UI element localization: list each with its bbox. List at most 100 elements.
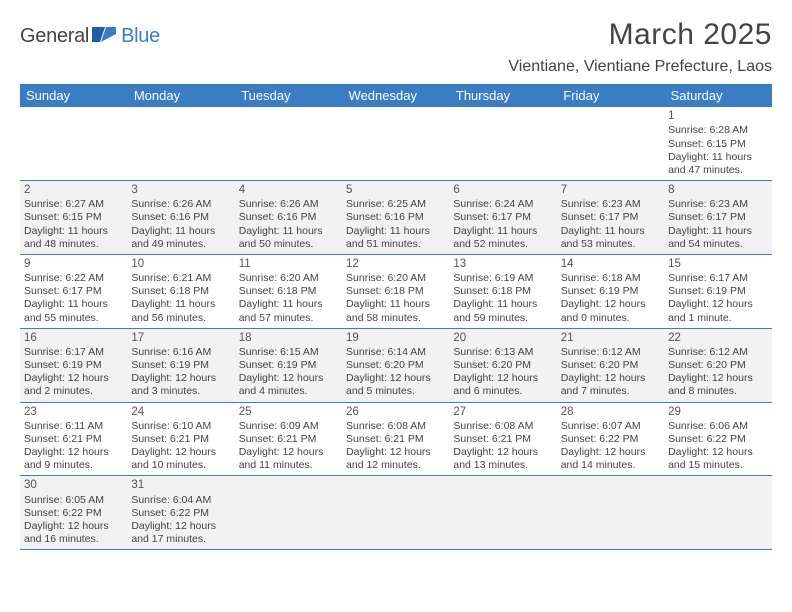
day-detail-line: Sunset: 6:19 PM (561, 285, 660, 298)
day-detail-line: Sunset: 6:18 PM (131, 285, 230, 298)
calendar-day-cell: 29Sunrise: 6:06 AMSunset: 6:22 PMDayligh… (664, 402, 771, 476)
day-detail-line: Sunset: 6:19 PM (239, 359, 338, 372)
day-detail-line: Sunset: 6:22 PM (131, 507, 230, 520)
day-number: 29 (668, 405, 767, 419)
calendar-day-cell: 3Sunrise: 6:26 AMSunset: 6:16 PMDaylight… (127, 180, 234, 254)
calendar-day-cell: 6Sunrise: 6:24 AMSunset: 6:17 PMDaylight… (449, 180, 556, 254)
day-detail-line: Daylight: 12 hours (561, 446, 660, 459)
day-detail-line: and 52 minutes. (453, 238, 552, 251)
calendar-day-cell (127, 107, 234, 180)
day-detail-line: and 12 minutes. (346, 459, 445, 472)
day-detail-line: Sunset: 6:20 PM (561, 359, 660, 372)
day-detail-line: and 9 minutes. (24, 459, 123, 472)
day-detail-line: Sunset: 6:16 PM (131, 211, 230, 224)
day-header: Friday (557, 84, 664, 107)
day-detail-line: Sunrise: 6:23 AM (561, 198, 660, 211)
calendar-week-row: 30Sunrise: 6:05 AMSunset: 6:22 PMDayligh… (20, 476, 772, 550)
day-detail-line: Daylight: 11 hours (668, 225, 767, 238)
day-detail-line: Daylight: 11 hours (346, 298, 445, 311)
day-detail-line: Daylight: 12 hours (239, 446, 338, 459)
calendar-day-cell: 13Sunrise: 6:19 AMSunset: 6:18 PMDayligh… (449, 254, 556, 328)
day-detail-line: Sunrise: 6:17 AM (668, 272, 767, 285)
calendar-week-row: 9Sunrise: 6:22 AMSunset: 6:17 PMDaylight… (20, 254, 772, 328)
day-number: 21 (561, 331, 660, 345)
day-header-row: Sunday Monday Tuesday Wednesday Thursday… (20, 84, 772, 107)
day-detail-line: and 16 minutes. (24, 533, 123, 546)
day-number: 14 (561, 257, 660, 271)
calendar-day-cell: 16Sunrise: 6:17 AMSunset: 6:19 PMDayligh… (20, 328, 127, 402)
day-detail-line: Daylight: 12 hours (239, 372, 338, 385)
calendar-day-cell: 28Sunrise: 6:07 AMSunset: 6:22 PMDayligh… (557, 402, 664, 476)
day-number: 20 (453, 331, 552, 345)
day-detail-line: Sunrise: 6:05 AM (24, 494, 123, 507)
day-detail-line: Daylight: 11 hours (131, 298, 230, 311)
title-block: March 2025 Vientiane, Vientiane Prefectu… (508, 18, 772, 76)
day-detail-line: Sunrise: 6:25 AM (346, 198, 445, 211)
day-detail-line: and 5 minutes. (346, 385, 445, 398)
day-detail-line: and 50 minutes. (239, 238, 338, 251)
day-detail-line: Sunset: 6:20 PM (453, 359, 552, 372)
day-detail-line: Daylight: 11 hours (453, 225, 552, 238)
day-detail-line: Daylight: 12 hours (131, 372, 230, 385)
day-detail-line: and 1 minute. (668, 312, 767, 325)
calendar-day-cell: 25Sunrise: 6:09 AMSunset: 6:21 PMDayligh… (235, 402, 342, 476)
day-detail-line: Daylight: 12 hours (561, 372, 660, 385)
day-header: Saturday (664, 84, 771, 107)
day-detail-line: and 2 minutes. (24, 385, 123, 398)
day-number: 2 (24, 183, 123, 197)
day-detail-line: Daylight: 11 hours (453, 298, 552, 311)
calendar-day-cell (342, 107, 449, 180)
day-detail-line: Daylight: 11 hours (561, 225, 660, 238)
day-detail-line: Sunrise: 6:19 AM (453, 272, 552, 285)
day-detail-line: and 59 minutes. (453, 312, 552, 325)
day-detail-line: Sunset: 6:19 PM (668, 285, 767, 298)
day-detail-line: and 47 minutes. (668, 164, 767, 177)
calendar-day-cell (235, 107, 342, 180)
day-detail-line: Sunrise: 6:04 AM (131, 494, 230, 507)
calendar-day-cell: 9Sunrise: 6:22 AMSunset: 6:17 PMDaylight… (20, 254, 127, 328)
calendar-day-cell: 23Sunrise: 6:11 AMSunset: 6:21 PMDayligh… (20, 402, 127, 476)
day-detail-line: and 58 minutes. (346, 312, 445, 325)
day-detail-line: Daylight: 11 hours (239, 225, 338, 238)
day-detail-line: Sunrise: 6:12 AM (668, 346, 767, 359)
day-detail-line: Daylight: 11 hours (239, 298, 338, 311)
day-number: 27 (453, 405, 552, 419)
calendar-day-cell (449, 107, 556, 180)
day-detail-line: and 4 minutes. (239, 385, 338, 398)
day-detail-line: and 48 minutes. (24, 238, 123, 251)
day-detail-line: and 53 minutes. (561, 238, 660, 251)
day-detail-line: Daylight: 12 hours (131, 520, 230, 533)
day-detail-line: Daylight: 12 hours (24, 446, 123, 459)
day-detail-line: Sunrise: 6:23 AM (668, 198, 767, 211)
day-detail-line: and 57 minutes. (239, 312, 338, 325)
day-number: 13 (453, 257, 552, 271)
day-detail-line: Sunrise: 6:13 AM (453, 346, 552, 359)
day-detail-line: Sunrise: 6:08 AM (453, 420, 552, 433)
day-number: 1 (668, 109, 767, 123)
day-detail-line: Daylight: 12 hours (24, 520, 123, 533)
day-detail-line: Sunset: 6:21 PM (131, 433, 230, 446)
day-number: 16 (24, 331, 123, 345)
day-header: Tuesday (235, 84, 342, 107)
day-detail-line: Sunset: 6:22 PM (24, 507, 123, 520)
calendar-day-cell (557, 107, 664, 180)
day-detail-line: Daylight: 12 hours (24, 372, 123, 385)
day-header: Sunday (20, 84, 127, 107)
day-detail-line: and 8 minutes. (668, 385, 767, 398)
day-detail-line: and 3 minutes. (131, 385, 230, 398)
day-detail-line: Sunset: 6:18 PM (239, 285, 338, 298)
day-number: 7 (561, 183, 660, 197)
logo-text-1: General (20, 25, 89, 48)
day-number: 8 (668, 183, 767, 197)
calendar-day-cell: 10Sunrise: 6:21 AMSunset: 6:18 PMDayligh… (127, 254, 234, 328)
calendar-day-cell: 15Sunrise: 6:17 AMSunset: 6:19 PMDayligh… (664, 254, 771, 328)
calendar-day-cell: 5Sunrise: 6:25 AMSunset: 6:16 PMDaylight… (342, 180, 449, 254)
day-detail-line: and 49 minutes. (131, 238, 230, 251)
day-detail-line: Daylight: 12 hours (668, 446, 767, 459)
page-title: March 2025 (508, 18, 772, 52)
day-detail-line: Sunrise: 6:08 AM (346, 420, 445, 433)
day-number: 18 (239, 331, 338, 345)
day-detail-line: Sunset: 6:17 PM (668, 211, 767, 224)
day-detail-line: and 51 minutes. (346, 238, 445, 251)
day-detail-line: and 55 minutes. (24, 312, 123, 325)
